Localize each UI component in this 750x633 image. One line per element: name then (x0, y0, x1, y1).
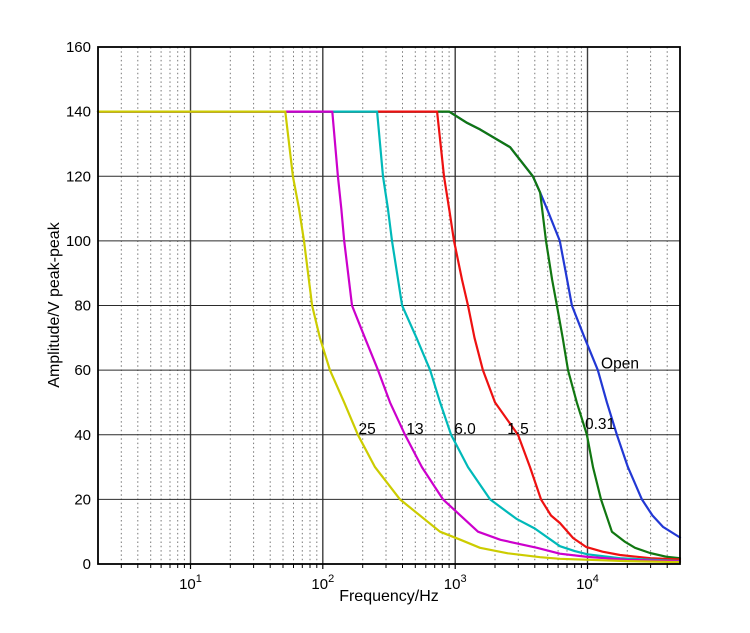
x-tick-label-10e3: 103 (444, 573, 467, 593)
y-tick-label-160: 160 (66, 39, 91, 56)
y-tick-label-60: 60 (74, 362, 91, 379)
x-tick-label-10e2: 102 (311, 573, 334, 593)
curve-label-1-5: 1.5 (507, 421, 529, 438)
curve-label-6-0: 6.0 (454, 421, 476, 438)
x-axis-title: Frequency/Hz (339, 588, 439, 605)
y-tick-label-80: 80 (74, 298, 91, 315)
y-tick-label-140: 140 (66, 104, 91, 121)
curve-25 (96, 110, 682, 564)
x-tick-label-10e4: 104 (576, 573, 599, 593)
x-tick-label-10e1: 101 (179, 573, 202, 593)
y-tick-label-40: 40 (74, 427, 91, 444)
curve-label-open: Open (601, 356, 639, 373)
y-tick-label-0: 0 (83, 556, 91, 573)
y-tick-label-20: 20 (74, 491, 91, 508)
curve-label-0-31: 0.31 (585, 416, 615, 433)
y-tick-label-100: 100 (66, 233, 91, 250)
curve-label-25: 25 (358, 421, 375, 438)
curve-6-0 (96, 110, 682, 563)
y-axis-title: Amplitude/V peak-peak (46, 222, 63, 388)
curve-label-13: 13 (406, 421, 423, 438)
curve-13 (96, 110, 682, 563)
y-tick-label-120: 120 (66, 168, 91, 185)
curve-0-31 (96, 110, 682, 560)
plot-border (97, 46, 681, 565)
curve-1-5 (96, 110, 682, 561)
